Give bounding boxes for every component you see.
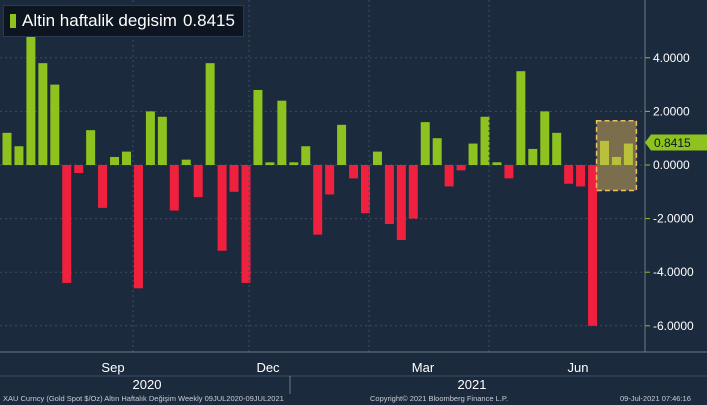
bar-positive	[50, 84, 60, 165]
bar-positive	[26, 31, 36, 165]
last-value-marker	[645, 134, 707, 151]
bar-positive	[277, 100, 287, 165]
y-tick-label: -4.0000	[653, 265, 694, 279]
bar-positive	[265, 162, 275, 165]
bar-positive	[540, 111, 550, 165]
bar-negative	[325, 165, 335, 195]
bar-negative	[169, 165, 179, 211]
bar-negative	[444, 165, 454, 187]
bar-positive	[38, 63, 48, 165]
bar-positive	[611, 156, 621, 165]
plot-area	[0, 0, 645, 352]
bar-negative	[313, 165, 323, 235]
bar-negative	[98, 165, 108, 208]
bar-negative	[361, 165, 370, 214]
bar-positive	[420, 122, 430, 165]
bar-negative	[456, 165, 466, 171]
bar-positive	[516, 71, 526, 165]
bar-negative	[384, 165, 394, 224]
bar-positive	[289, 162, 299, 165]
footer-timestamp: 09-Jul-2021 07:46:16	[620, 394, 691, 403]
chart-title: Altin haftalik degisim	[22, 11, 177, 30]
bar-positive	[253, 89, 263, 165]
bar-positive	[157, 116, 167, 165]
bar-negative	[241, 165, 251, 283]
footer-copyright: Copyright© 2021 Bloomberg Finance L.P.	[370, 394, 508, 403]
bar-positive	[623, 143, 633, 165]
x-month-label: Mar	[412, 360, 435, 375]
bar-negative	[193, 165, 203, 198]
x-month-label: Dec	[256, 360, 280, 375]
y-tick-label: 4.0000	[653, 51, 690, 65]
x-month-label: Jun	[568, 360, 589, 375]
bar-negative	[396, 165, 406, 241]
bar-positive	[301, 146, 311, 165]
legend-swatch	[10, 14, 16, 28]
highlight-box	[595, 120, 638, 192]
x-year-label: 2021	[458, 377, 487, 392]
bar-negative	[74, 165, 84, 174]
bar-negative	[564, 165, 574, 184]
bar-negative	[229, 165, 239, 192]
bar-positive	[468, 143, 478, 165]
bar-positive	[14, 146, 24, 165]
y-tick-label: 2.0000	[653, 104, 690, 118]
x-month-label: Sep	[101, 360, 124, 375]
bar-positive	[145, 111, 155, 165]
bar-positive	[432, 138, 442, 165]
bar-negative	[408, 165, 418, 219]
footer-source: XAU Curncy (Gold Spot $/Oz) Altın Haftal…	[3, 394, 284, 403]
bar-negative	[62, 165, 72, 283]
bar-positive	[337, 124, 347, 165]
bar-positive	[205, 63, 215, 165]
chart-legend: Altin haftalik degisim 0.8415	[3, 5, 244, 37]
bar-negative	[217, 165, 227, 251]
bar-positive	[110, 156, 120, 165]
bar-positive	[492, 162, 502, 165]
bar-positive	[600, 140, 609, 165]
y-tick-label: -6.0000	[653, 319, 694, 333]
y-tick-label: 0.0000	[653, 158, 690, 172]
y-tick-label: -2.0000	[653, 212, 694, 226]
x-axis-band	[0, 352, 707, 394]
bar-negative	[588, 165, 598, 326]
legend-last-value: 0.8415	[182, 11, 235, 30]
bar-positive	[480, 116, 490, 165]
bar-negative	[349, 165, 359, 179]
bar-positive	[372, 151, 382, 165]
bar-positive	[528, 148, 538, 165]
bar-negative	[504, 165, 514, 179]
bar-positive	[122, 151, 131, 165]
x-year-label: 2020	[133, 377, 162, 392]
last-value-label: 0.8415	[654, 136, 691, 150]
bar-negative	[133, 165, 143, 289]
bar-positive	[552, 132, 562, 165]
bar-positive	[2, 132, 12, 165]
bar-negative	[576, 165, 586, 187]
bar-positive	[86, 130, 96, 165]
bar-positive	[181, 159, 191, 165]
